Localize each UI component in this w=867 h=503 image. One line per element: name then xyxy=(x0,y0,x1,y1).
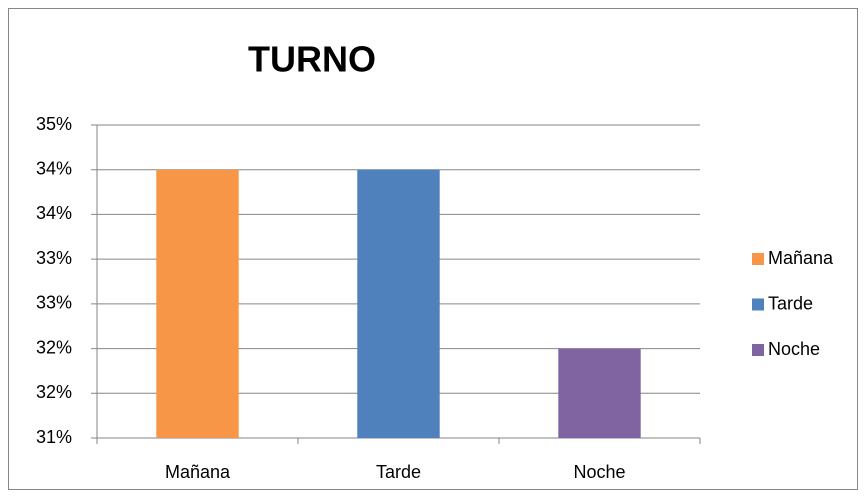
y-tick-label: 33% xyxy=(36,293,72,313)
y-tick-label: 33% xyxy=(36,248,72,268)
chart-title: TURNO xyxy=(248,39,376,80)
x-tick-label: Mañana xyxy=(165,462,231,482)
y-tick-label: 34% xyxy=(36,203,72,223)
y-tick-label: 35% xyxy=(36,114,72,134)
legend-swatch xyxy=(752,253,764,265)
bar xyxy=(156,169,239,438)
legend-swatch xyxy=(752,298,764,311)
legend-label: Tarde xyxy=(768,293,813,313)
bar xyxy=(558,348,641,438)
x-tick-label: Tarde xyxy=(376,462,421,482)
legend-label: Mañana xyxy=(768,248,834,268)
bar xyxy=(357,169,440,438)
x-tick-label: Noche xyxy=(573,462,625,482)
legend-swatch xyxy=(752,344,764,356)
y-tick-label: 32% xyxy=(36,382,72,402)
legend-label: Noche xyxy=(768,339,820,359)
y-tick-label: 34% xyxy=(36,158,72,178)
y-tick-label: 31% xyxy=(36,427,72,447)
y-tick-label: 32% xyxy=(36,337,72,357)
